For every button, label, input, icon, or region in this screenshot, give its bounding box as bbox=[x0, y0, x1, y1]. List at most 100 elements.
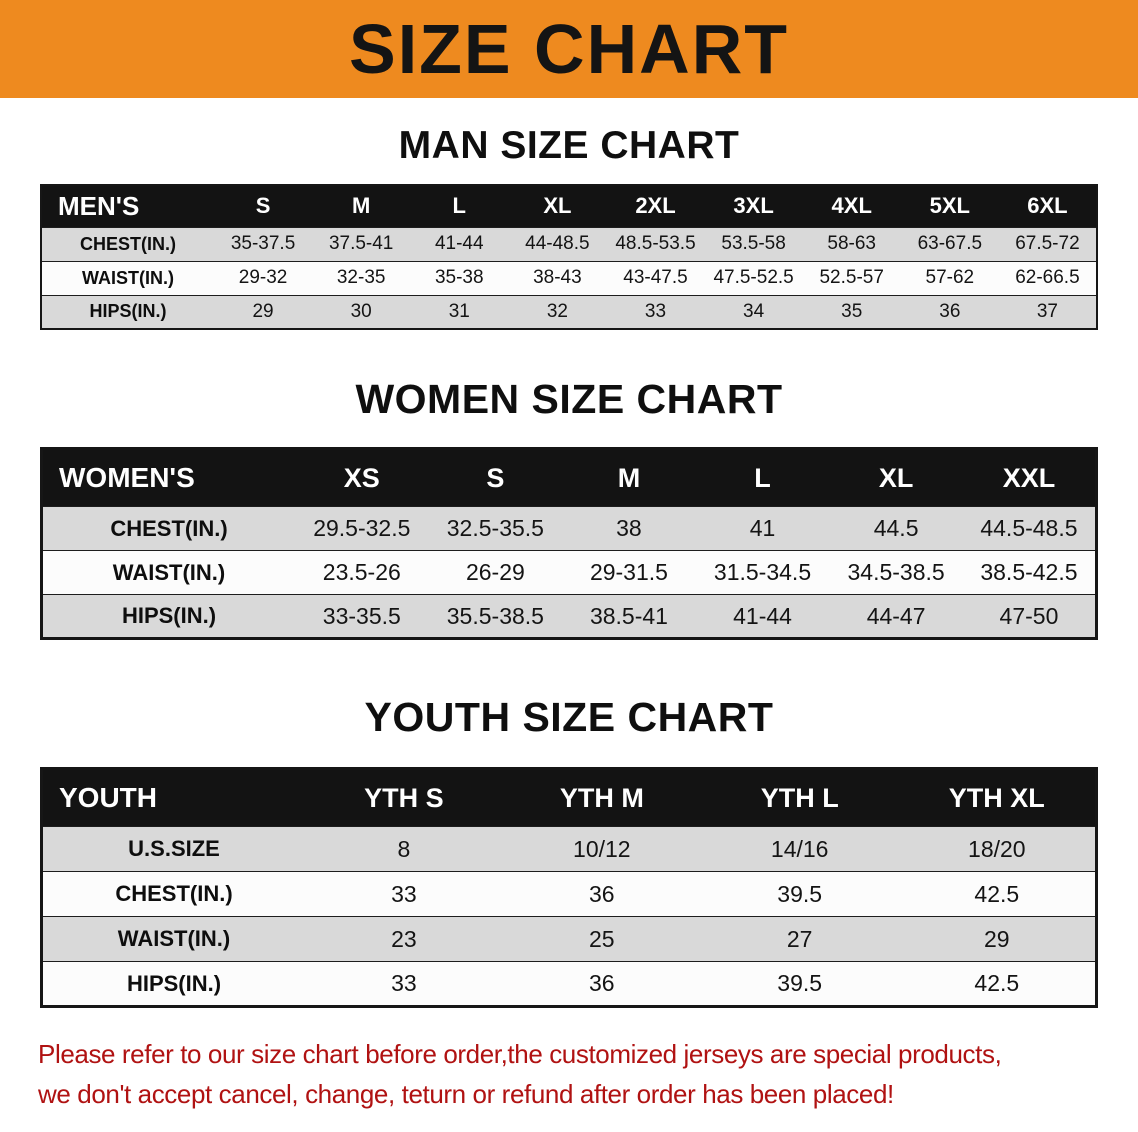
row-label: HIPS(IN.) bbox=[89, 301, 167, 322]
table-cell: 25 bbox=[589, 925, 615, 952]
size-header-cell: XXL bbox=[1002, 462, 1056, 493]
table-cell: 34 bbox=[743, 300, 765, 322]
row-label: CHEST(IN.) bbox=[110, 515, 228, 541]
table-cell: 48.5-53.5 bbox=[615, 233, 696, 254]
table-cell: 38 bbox=[616, 515, 642, 541]
table-row: CHEST(IN.) 29.5-32.5 32.5-35.5 38 41 44.5 44.5… bbox=[41, 506, 1097, 551]
table-cell: 32 bbox=[546, 300, 568, 322]
size-header-cell: YTH XL bbox=[948, 782, 1045, 813]
size-header-cell: L bbox=[452, 193, 466, 219]
table-cell: 44-47 bbox=[866, 602, 926, 629]
table-cell: 33-35.5 bbox=[322, 602, 401, 629]
table-cell: 36 bbox=[589, 970, 615, 996]
section-heading-men: MAN SIZE CHART bbox=[398, 124, 740, 167]
table-cell: 41 bbox=[749, 515, 776, 541]
size-header-cell: S bbox=[486, 462, 505, 493]
table-title-cell: MEN'S bbox=[58, 190, 140, 221]
table-cell: 47-50 bbox=[999, 602, 1059, 629]
table-row: WAIST(IN.) 29-32 32-35 35-38 38-43 43-47.5 47.… bbox=[41, 261, 1097, 295]
table-cell: 23.5-26 bbox=[322, 559, 401, 585]
row-label: WAIST(IN.) bbox=[112, 559, 226, 585]
table-header-row: MEN'S S M L XL 2XL 3XL 4XL 5XL 6XL bbox=[41, 185, 1097, 227]
table-cell: 35.5-38.5 bbox=[446, 602, 544, 629]
size-header-cell: XS bbox=[343, 462, 380, 493]
table-row: WAIST(IN.) 23.5-26 26-29 29-31.5 31.5-34.5 34… bbox=[41, 550, 1097, 595]
size-header-cell: YTH M bbox=[559, 782, 644, 813]
table-cell: 35 bbox=[841, 300, 863, 322]
table-cell: 44.5-48.5 bbox=[980, 515, 1078, 541]
table-cell: 8 bbox=[397, 835, 411, 862]
table-row: HIPS(IN.) 29 30 31 32 33 34 35 36 37 bbox=[41, 295, 1097, 329]
table-cell: 29.5-32.5 bbox=[313, 515, 411, 541]
table-cell: 29-31.5 bbox=[589, 559, 668, 585]
table-cell: 33 bbox=[644, 300, 667, 322]
table-cell: 18/20 bbox=[968, 835, 1026, 862]
table-cell: 39.5 bbox=[777, 880, 823, 907]
table-cell: 62-66.5 bbox=[1015, 267, 1080, 288]
table-cell: 36 bbox=[589, 880, 615, 907]
table-title-cell: YOUTH bbox=[59, 782, 157, 813]
table-cell: 39.5 bbox=[777, 970, 823, 996]
table-cell: 37.5-41 bbox=[328, 233, 394, 254]
size-header-cell: L bbox=[754, 462, 771, 493]
table-cell: 63-67.5 bbox=[917, 233, 983, 254]
size-header-cell: 3XL bbox=[733, 193, 774, 219]
table-cell: 38.5-42.5 bbox=[980, 559, 1078, 585]
size-header-cell: 4XL bbox=[831, 193, 872, 219]
men-size-table: MEN'S S M L XL 2XL 3XL 4XL 5XL 6XL CHEST(IN.) 35-37… bbox=[40, 184, 1098, 330]
size-header-cell: YTH L bbox=[760, 782, 839, 813]
section-heading-women: WOMEN SIZE CHART bbox=[355, 376, 783, 422]
table-cell: 53.5-58 bbox=[721, 233, 786, 254]
size-header-cell: 6XL bbox=[1027, 193, 1068, 219]
size-section-men: MAN SIZE CHART MEN'S S M L XL 2XL 3XL 4XL 5XL 6XL C… bbox=[0, 124, 1138, 330]
size-header-cell: YTH S bbox=[364, 782, 444, 813]
table-cell: 29 bbox=[984, 925, 1010, 952]
table-cell: 38-43 bbox=[533, 267, 582, 288]
size-header-cell: 2XL bbox=[635, 193, 676, 219]
table-cell: 26-29 bbox=[465, 559, 525, 585]
table-cell: 29-32 bbox=[238, 267, 288, 288]
table-row: CHEST(IN.) 35-37.5 37.5-41 41-44 44-48.5 48.5… bbox=[41, 227, 1097, 261]
table-row: U.S.SIZE 8 10/12 14/16 18/20 bbox=[41, 826, 1097, 872]
table-row: HIPS(IN.) 33-35.5 35.5-38.5 38.5-41 41-44 44-… bbox=[41, 594, 1097, 639]
table-cell: 58-63 bbox=[827, 233, 877, 254]
size-header-cell: XL bbox=[878, 462, 914, 493]
section-heading-youth: YOUTH SIZE CHART bbox=[364, 694, 774, 740]
table-cell: 32.5-35.5 bbox=[446, 515, 544, 541]
size-chart-sections: MAN SIZE CHART MEN'S S M L XL 2XL 3XL 4XL 5XL 6XL C… bbox=[0, 124, 1138, 1008]
row-label: CHEST(IN.) bbox=[115, 881, 233, 906]
size-section-women: WOMEN SIZE CHART WOMEN'S XS S M L XL XXL CHEST(I… bbox=[0, 376, 1138, 640]
table-row: WAIST(IN.) 23 25 27 29 bbox=[41, 916, 1097, 962]
table-cell: 33 bbox=[391, 880, 417, 907]
size-header-cell: XL bbox=[543, 193, 572, 219]
table-cell: 41-44 bbox=[733, 602, 792, 629]
women-size-table: WOMEN'S XS S M L XL XXL CHEST(IN.) 29.5-32.5 32.5… bbox=[40, 447, 1098, 640]
table-cell: 38.5-41 bbox=[589, 602, 668, 629]
table-cell: 33 bbox=[391, 970, 417, 996]
table-cell: 42.5 bbox=[974, 970, 1020, 996]
size-header-cell: S bbox=[255, 193, 271, 219]
table-cell: 31 bbox=[448, 300, 470, 322]
table-cell: 34.5-38.5 bbox=[847, 559, 945, 585]
table-row: HIPS(IN.) 33 36 39.5 42.5 bbox=[41, 961, 1097, 1007]
size-header-cell: 5XL bbox=[929, 193, 970, 219]
table-cell: 14/16 bbox=[770, 835, 829, 862]
table-cell: 29 bbox=[252, 300, 274, 322]
page-title: SIZE CHART bbox=[349, 10, 789, 88]
table-cell: 30 bbox=[350, 300, 372, 322]
table-cell: 47.5-52.5 bbox=[713, 267, 794, 288]
table-cell: 36 bbox=[939, 300, 961, 322]
table-cell: 35-38 bbox=[434, 267, 484, 288]
table-cell: 41-44 bbox=[434, 233, 484, 254]
table-cell: 37 bbox=[1036, 300, 1058, 322]
row-label: WAIST(IN.) bbox=[82, 267, 174, 288]
size-header-cell: M bbox=[617, 462, 641, 493]
banner: SIZE CHART bbox=[0, 0, 1138, 98]
table-cell: 23 bbox=[391, 925, 417, 952]
table-row: CHEST(IN.) 33 36 39.5 42.5 bbox=[41, 871, 1097, 917]
disclaimer: Please refer to our size chart before or… bbox=[38, 1034, 1100, 1115]
row-label: U.S.SIZE bbox=[128, 836, 220, 861]
disclaimer-line-2: we don't accept cancel, change, teturn o… bbox=[38, 1079, 894, 1110]
table-cell: 31.5-34.5 bbox=[713, 559, 812, 585]
